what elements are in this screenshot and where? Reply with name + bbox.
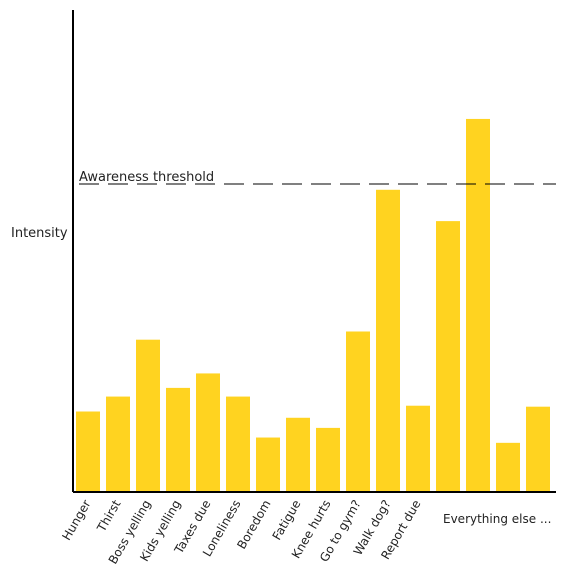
bar-6	[226, 396, 250, 492]
everything-else-label: Everything else ...	[443, 512, 551, 526]
bar-12	[406, 405, 430, 492]
x-tick-label-2: Thirst	[94, 497, 124, 535]
bar-2	[106, 396, 130, 492]
bars-group	[76, 118, 550, 492]
awareness-threshold-label: Awareness threshold	[79, 170, 214, 185]
bar-14	[466, 118, 490, 492]
bar-13	[436, 221, 460, 492]
bar-1	[76, 411, 100, 492]
bar-3	[136, 339, 160, 492]
bar-5	[196, 373, 220, 492]
x-tick-label-1: Hunger	[59, 497, 93, 542]
y-axis-label: Intensity	[11, 226, 68, 241]
bar-10	[346, 331, 370, 492]
bar-16	[526, 406, 550, 492]
bar-11	[376, 189, 400, 492]
bar-8	[286, 417, 310, 492]
bar-4	[166, 387, 190, 492]
bar-9	[316, 427, 340, 492]
bar-7	[256, 437, 280, 492]
bar-15	[496, 442, 520, 492]
